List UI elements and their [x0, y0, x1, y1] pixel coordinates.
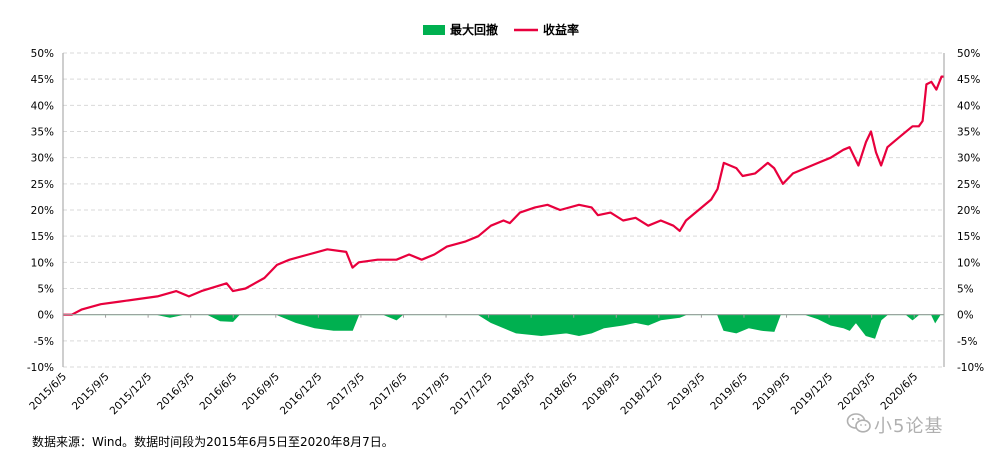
x-tick-label: 2019/9/5 [751, 371, 793, 413]
x-tick-label: 2017/12/5 [448, 371, 495, 418]
legend-label-drawdown: 最大回撤 [450, 22, 498, 37]
x-tick-label: 2015/9/5 [70, 371, 112, 413]
y-left-tick-label: 15% [31, 231, 54, 243]
y-left-tick-label: 5% [37, 284, 54, 296]
y-left-tick-label: -5% [34, 336, 54, 348]
y-left-tick-label: 40% [31, 100, 54, 112]
y-right-tick-label: -10% [957, 362, 984, 374]
x-tick-label: 2019/12/5 [789, 371, 836, 418]
x-tick-label: 2016/3/5 [155, 371, 197, 413]
x-tick-label: 2017/9/5 [410, 371, 452, 413]
return-line [63, 75, 944, 316]
x-tick-label: 2018/9/5 [581, 371, 623, 413]
x-tick-label: 2016/6/5 [198, 371, 240, 413]
y-right-tick-label: 10% [957, 257, 980, 269]
x-tick-label: 2015/6/5 [27, 371, 69, 413]
legend: 最大回撤 收益率 [423, 22, 579, 37]
x-tick-label: 2019/3/5 [666, 371, 708, 413]
x-tick-label: 2020/6/5 [878, 371, 920, 413]
source-note: 数据来源：Wind。数据时间段为2015年6月5日至2020年8月7日。 [32, 435, 394, 449]
y-left-tick-label: 35% [31, 127, 54, 139]
y-left-tick-label: 30% [31, 153, 54, 165]
y-right-tick-label: 25% [957, 179, 980, 191]
x-tick-label: 2016/12/5 [278, 371, 325, 418]
y-axis-right-ticks: 50% 45% 40% 35% 30% 25% 20% 15% 10% 5% 0% -5% -10% [957, 48, 984, 374]
x-tick-label: 2018/6/5 [538, 371, 580, 413]
x-tick-label: 2017/3/5 [325, 371, 367, 413]
y-left-tick-label: 45% [31, 74, 54, 86]
y-right-tick-label: 5% [957, 284, 974, 296]
y-axis-left-ticks: 50% 45% 40% 35% 30% 25% 20% 15% 10% 5% 0% -5% -10% [27, 48, 54, 374]
x-tick-label: 2016/9/5 [240, 371, 282, 413]
y-left-tick-label: -10% [27, 362, 54, 374]
y-left-tick-label: 0% [37, 310, 54, 322]
legend-label-return: 收益率 [543, 22, 579, 37]
x-tick-label: 2017/6/5 [368, 371, 410, 413]
y-right-tick-label: 45% [957, 74, 980, 86]
watermark-text: 小5论基 [874, 416, 944, 437]
x-tick-label: 2018/12/5 [618, 371, 665, 418]
y-left-tick-label: 10% [31, 257, 54, 269]
y-right-tick-label: 20% [957, 205, 980, 217]
legend-swatch-drawdown [423, 25, 445, 35]
x-tick-label: 2019/6/5 [708, 371, 750, 413]
y-left-tick-label: 20% [31, 205, 54, 217]
x-tick-label: 2018/3/5 [495, 371, 537, 413]
return-series-line [63, 75, 944, 316]
y-right-tick-label: 50% [957, 48, 980, 60]
x-tick-label: 2020/3/5 [836, 371, 878, 413]
drawdown-series-area [62, 314, 945, 339]
y-left-tick-label: 50% [31, 48, 54, 60]
y-right-tick-label: 40% [957, 100, 980, 112]
drawdown-area [62, 314, 945, 339]
wechat-icon [846, 413, 871, 433]
y-right-tick-label: 30% [957, 153, 980, 165]
y-right-tick-label: -5% [957, 336, 977, 348]
x-tick-label: 2015/12/5 [108, 371, 155, 418]
y-right-tick-label: 0% [957, 310, 974, 322]
y-left-tick-label: 25% [31, 179, 54, 191]
y-right-tick-label: 35% [957, 127, 980, 139]
y-right-tick-label: 15% [957, 231, 980, 243]
